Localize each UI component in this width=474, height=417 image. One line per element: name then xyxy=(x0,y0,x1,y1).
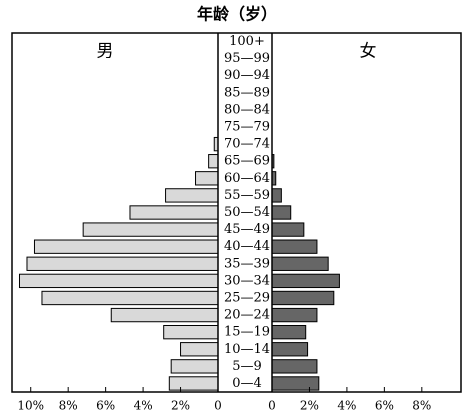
bar xyxy=(271,307,318,323)
bar xyxy=(271,342,309,357)
age-label: 95—99 xyxy=(224,51,270,66)
age-label: 30—34 xyxy=(224,273,270,288)
age-label: 10—14 xyxy=(224,342,270,357)
x-tick-label: 8% xyxy=(59,399,78,413)
x-tick-label: 8% xyxy=(412,399,431,413)
bar xyxy=(41,290,219,306)
bar xyxy=(33,239,219,254)
bar xyxy=(271,188,282,203)
legend-label: 男 xyxy=(97,42,114,62)
bar xyxy=(271,205,292,220)
age-label: 20—24 xyxy=(224,308,270,323)
bar xyxy=(195,171,219,186)
x-tick-label: 2% xyxy=(171,399,190,413)
age-label: 15—19 xyxy=(224,325,270,340)
bar xyxy=(208,154,219,169)
x-tick-label: 6% xyxy=(96,399,115,413)
x-tick-label: 0 xyxy=(268,399,276,413)
bar xyxy=(271,359,318,374)
age-label: 60—64 xyxy=(224,171,270,186)
plot-frame xyxy=(11,32,462,393)
age-label: 45—49 xyxy=(224,222,270,237)
x-tick-label: 4% xyxy=(134,399,153,413)
age-label: 80—84 xyxy=(224,102,270,117)
bar xyxy=(163,324,219,340)
x-tick-label: 0 xyxy=(214,399,222,413)
age-label: 90—94 xyxy=(224,68,270,83)
bar xyxy=(180,342,219,357)
bar xyxy=(18,273,219,289)
x-tick-label: 10% xyxy=(17,399,44,413)
age-label: 70—74 xyxy=(224,137,270,152)
bar xyxy=(271,239,318,254)
age-label: 0—4 xyxy=(232,376,262,391)
age-label: 40—44 xyxy=(224,239,270,254)
bar xyxy=(110,307,219,323)
bar xyxy=(271,256,329,271)
x-tick-label: 2% xyxy=(300,399,319,413)
age-label: 65—69 xyxy=(224,154,270,169)
bar xyxy=(170,359,219,374)
bar xyxy=(165,188,219,203)
bar xyxy=(129,205,219,220)
legend-label: 女 xyxy=(360,42,377,62)
age-label: 55—59 xyxy=(224,188,270,203)
age-label: 35—39 xyxy=(224,256,270,271)
bar xyxy=(168,376,219,391)
bar xyxy=(271,290,335,306)
x-tick-label: 4% xyxy=(337,399,356,413)
age-label: 75—79 xyxy=(224,120,270,135)
bar xyxy=(271,222,305,237)
age-label: 5—9 xyxy=(232,359,262,374)
age-label: 25—29 xyxy=(224,290,270,305)
bar xyxy=(82,222,219,237)
x-tick-label: 6% xyxy=(375,399,394,413)
bar xyxy=(26,256,219,271)
age-label: 100+ xyxy=(229,34,265,49)
bar xyxy=(271,273,340,289)
chart-title: 年龄（岁） xyxy=(197,5,277,24)
bar xyxy=(271,376,320,391)
age-label: 50—54 xyxy=(224,205,270,220)
age-label: 85—89 xyxy=(224,85,270,100)
bar xyxy=(271,324,307,340)
